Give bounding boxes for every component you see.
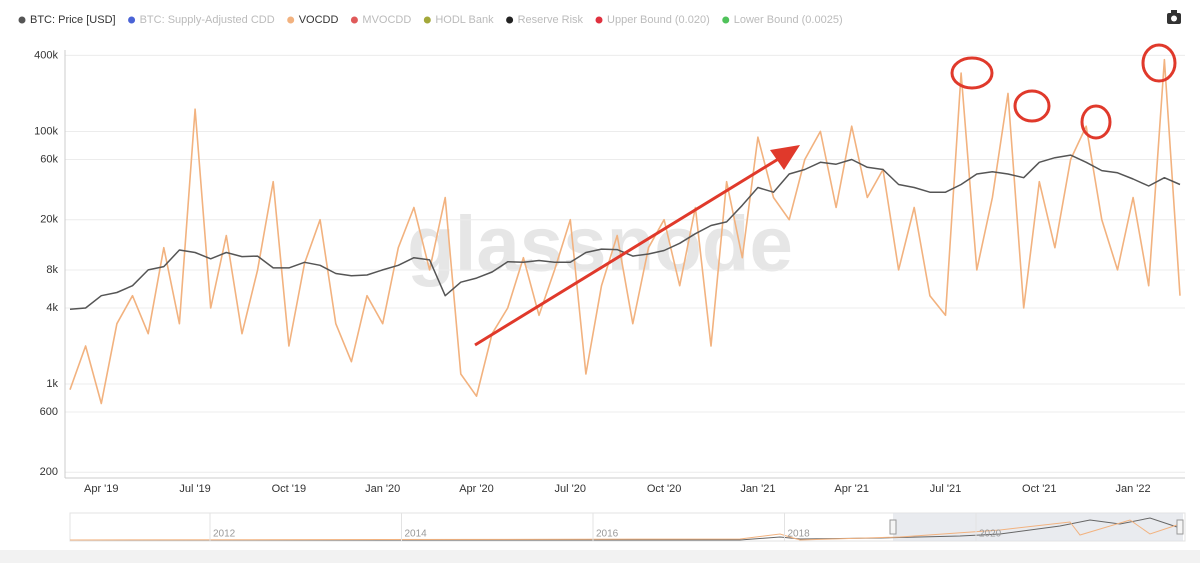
y-tick-label: 60k	[40, 153, 58, 165]
y-tick-label: 400k	[34, 49, 58, 61]
legend-marker	[506, 16, 514, 24]
legend-item[interactable]: HODL Bank	[435, 14, 494, 26]
series-line	[69, 58, 1181, 405]
navigator-label: 2020	[979, 529, 1002, 540]
legend-marker	[287, 16, 295, 24]
x-tick-label: Jan '21	[740, 483, 775, 495]
x-tick-label: Apr '20	[459, 483, 494, 495]
legend-marker	[423, 16, 431, 24]
legend-marker	[595, 16, 603, 24]
legend-marker	[18, 16, 26, 24]
x-tick-label: Oct '21	[1022, 483, 1057, 495]
x-tick-label: Oct '19	[272, 483, 307, 495]
annotation	[474, 43, 1177, 347]
watermark: glassnode	[407, 200, 793, 288]
x-tick-label: Apr '21	[834, 483, 869, 495]
y-tick-label: 100k	[34, 125, 58, 137]
y-tick-label: 1k	[46, 378, 58, 390]
x-tick-label: Jan '20	[365, 483, 400, 495]
x-tick-label: Jul '19	[179, 483, 210, 495]
y-tick-label: 20k	[40, 214, 58, 226]
legend-marker	[722, 16, 730, 24]
legend-item[interactable]: BTC: Supply-Adjusted CDD	[140, 14, 275, 26]
navigator-label: 2012	[213, 529, 236, 540]
legend-item[interactable]: Lower Bound (0.0025)	[734, 14, 843, 26]
arrow-head	[770, 145, 800, 170]
x-tick-label: Jul '20	[555, 483, 586, 495]
legend-item[interactable]: BTC: Price [USD]	[30, 14, 116, 26]
y-tick-label: 200	[40, 466, 58, 478]
navigator-line	[69, 519, 1181, 541]
legend-item[interactable]: MVOCDD	[362, 14, 411, 26]
camera-icon[interactable]	[1167, 10, 1181, 24]
x-tick-label: Jan '22	[1116, 483, 1151, 495]
legend-item[interactable]: Upper Bound (0.020)	[607, 14, 710, 26]
navigator-label: 2014	[405, 529, 428, 540]
y-tick-label: 4k	[46, 302, 58, 314]
x-tick-label: Jul '21	[930, 483, 961, 495]
navigator-label: 2016	[596, 529, 619, 540]
legend-marker	[350, 16, 358, 24]
scrollbar[interactable]	[0, 550, 1200, 563]
y-tick-label: 600	[40, 406, 58, 418]
navigator-label: 2018	[788, 529, 811, 540]
navigator-handle[interactable]	[889, 519, 897, 535]
navigator-handle[interactable]	[1176, 519, 1184, 535]
legend-item[interactable]: VOCDD	[299, 14, 339, 26]
legend-item[interactable]: Reserve Risk	[518, 14, 584, 26]
legend-marker	[128, 16, 136, 24]
x-tick-label: Apr '19	[84, 483, 119, 495]
y-tick-label: 8k	[46, 264, 58, 276]
navigator-line	[70, 517, 1181, 541]
x-tick-label: Oct '20	[647, 483, 682, 495]
